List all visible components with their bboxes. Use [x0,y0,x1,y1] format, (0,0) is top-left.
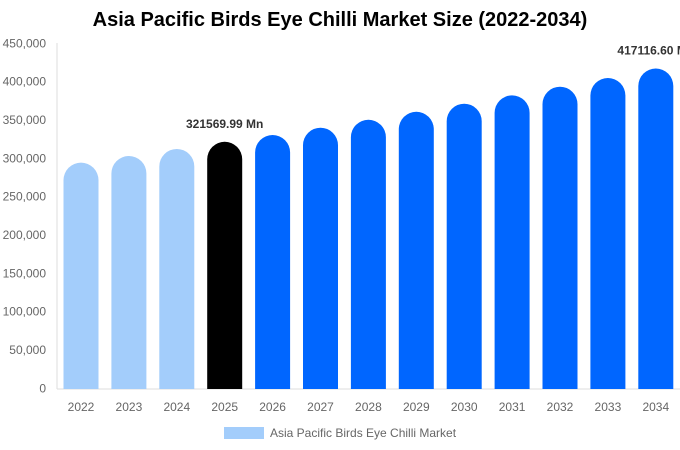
data-label-2025: 321569.99 Mn [186,117,263,131]
x-tick-label: 2032 [547,400,574,414]
bar-2024 [159,148,195,389]
x-tick-label: 2028 [355,400,382,414]
chart-title: Asia Pacific Birds Eye Chilli Market Siz… [92,9,588,31]
bar-2028 [350,119,386,389]
x-tick-label: 2025 [211,400,238,414]
bar-2027 [303,127,338,389]
y-tick-label: 250,000 [3,190,47,204]
x-tick-label: 2023 [116,400,143,414]
bar-2033 [590,78,626,389]
x-tick-label: 2034 [642,400,669,414]
legend: Asia Pacific Birds Eye Chilli Market [224,426,456,440]
y-tick-label: 350,000 [3,113,47,127]
x-tick-label: 2033 [595,400,622,414]
y-tick-label: 150,000 [3,266,47,280]
data-label-2034: 417116.60 Mn [617,44,680,58]
x-tick-label: 2030 [451,400,478,414]
bar-2032 [542,86,578,390]
y-tick-label: 450,000 [3,36,47,50]
x-tick-label: 2024 [163,400,190,414]
bar-2031 [494,95,530,389]
y-tick-label: 100,000 [3,305,47,319]
bar-2022 [63,162,99,389]
bar-2029 [398,111,434,389]
bar-2034 [638,68,674,389]
y-tick-label: 200,000 [3,228,47,242]
y-tick-label: 0 [39,381,46,395]
x-tick-label: 2027 [307,400,334,414]
legend-label: Asia Pacific Birds Eye Chilli Market [270,426,457,440]
bar-2026 [255,135,291,389]
y-tick-label: 50,000 [9,343,46,357]
x-tick-label: 2031 [499,400,526,414]
bar-2030 [446,103,482,390]
x-tick-label: 2026 [259,400,286,414]
y-tick-label: 400,000 [3,75,47,89]
y-tick-label: 300,000 [3,151,47,165]
x-tick-label: 2022 [68,400,95,414]
x-tick-label: 2029 [403,400,430,414]
bar-2023 [111,156,147,389]
legend-swatch [224,427,264,439]
bar-2025 [207,141,243,389]
